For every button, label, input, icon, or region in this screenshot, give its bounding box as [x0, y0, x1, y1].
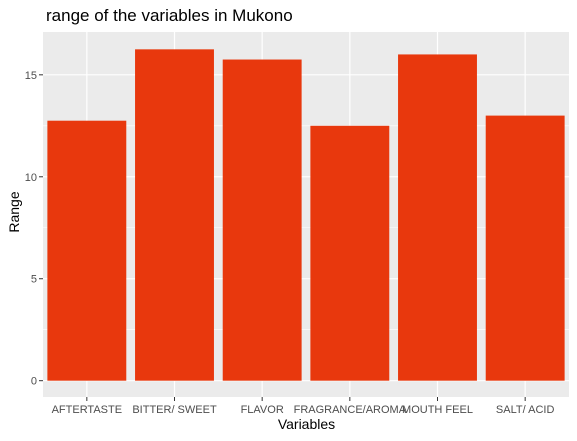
plot-panel [43, 32, 569, 397]
x-tick-label: SALT/ ACID [496, 404, 555, 416]
bar-mouth-feel [398, 54, 477, 381]
bar-flavor [222, 59, 302, 381]
y-axis-label: Range [6, 191, 22, 233]
x-tick-label: FLAVOR [241, 404, 284, 416]
x-axis-label: Variables [277, 416, 336, 432]
bar-fragrance-aroma [310, 125, 390, 381]
y-tick-label: 5 [31, 274, 37, 286]
x-tick-label: FRAGRANCE/AROMA [294, 404, 407, 416]
minor-gridlines [43, 125, 569, 331]
y-tick-label: 10 [25, 172, 37, 184]
bar-aftertaste [47, 120, 127, 381]
bars [47, 49, 565, 381]
x-tick-label: BITTER/ SWEET [132, 404, 217, 416]
bar-salt-acid [485, 115, 565, 381]
x-tick-label: AFTERTASTE [52, 404, 123, 416]
chart-title: range of the variables in Mukono [46, 6, 293, 25]
x-axis-ticks: AFTERTASTE BITTER/ SWEET FLAVOR FRAGRANCE/A… [52, 397, 555, 416]
y-tick-label: 0 [31, 376, 37, 388]
y-tick-label: 15 [25, 70, 37, 82]
x-tick-label: MOUTH FEEL [402, 404, 473, 416]
bar-bitter-sweet [135, 49, 214, 381]
y-axis-ticks: 0 5 10 15 [25, 70, 43, 388]
